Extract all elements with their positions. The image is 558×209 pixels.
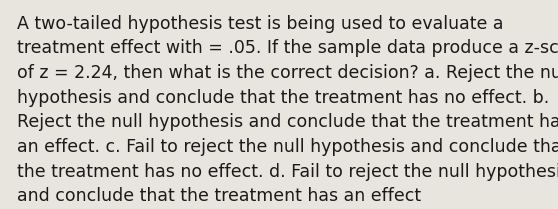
Text: Reject the null hypothesis and conclude that the treatment has: Reject the null hypothesis and conclude … bbox=[17, 113, 558, 131]
Text: an effect. c. Fail to reject the null hypothesis and conclude that: an effect. c. Fail to reject the null hy… bbox=[17, 138, 558, 156]
Text: the treatment has no effect. d. Fail to reject the null hypothesis: the treatment has no effect. d. Fail to … bbox=[17, 163, 558, 181]
Text: hypothesis and conclude that the treatment has no effect. b.: hypothesis and conclude that the treatme… bbox=[17, 89, 549, 107]
Text: of z = 2.24, then what is the correct decision? a. Reject the null: of z = 2.24, then what is the correct de… bbox=[17, 64, 558, 82]
Text: A two-tailed hypothesis test is being used to evaluate a: A two-tailed hypothesis test is being us… bbox=[17, 15, 503, 33]
Text: and conclude that the treatment has an effect: and conclude that the treatment has an e… bbox=[17, 187, 421, 205]
Text: treatment effect with = .05. If the sample data produce a z-score: treatment effect with = .05. If the samp… bbox=[17, 39, 558, 57]
